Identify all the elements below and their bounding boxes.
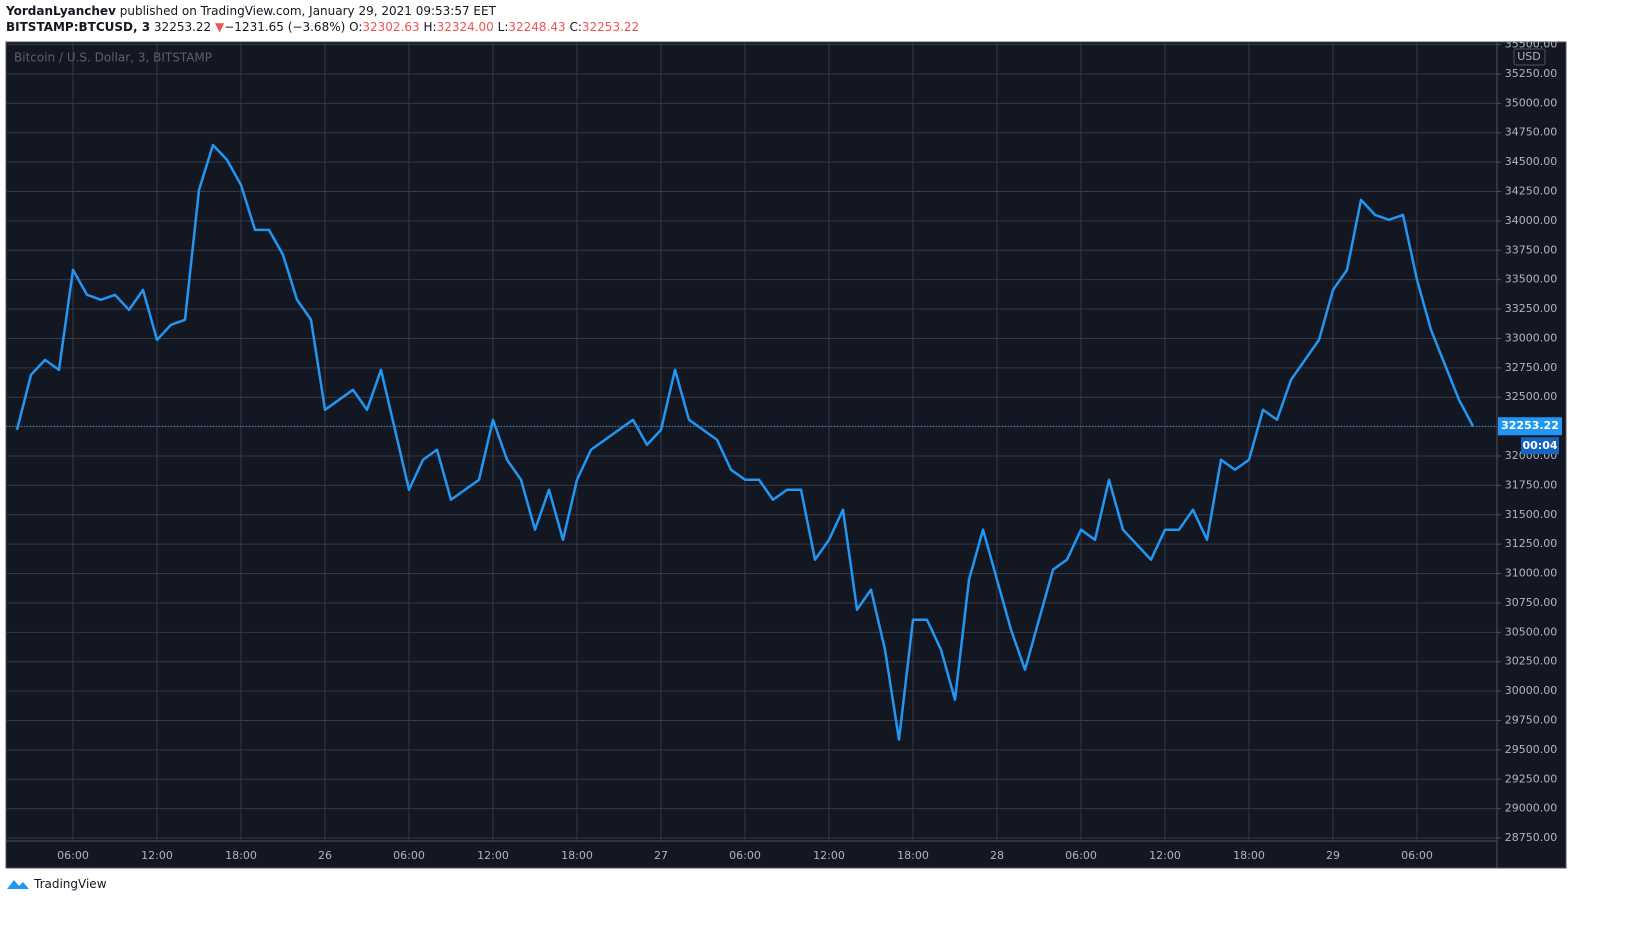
x-tick-label: 12:00 xyxy=(813,849,845,862)
high-label: H: xyxy=(423,20,437,34)
y-tick-label: 33500.00 xyxy=(1505,273,1558,286)
y-tick-label: 33250.00 xyxy=(1505,302,1558,315)
y-tick-label: 35000.00 xyxy=(1505,96,1558,109)
y-tick-label: 29250.00 xyxy=(1505,772,1558,785)
quote-line: BITSTAMP:BTCUSD, 3 32253.22 ▼−1231.65 (−… xyxy=(6,19,639,35)
publish-line: YordanLyanchev published on TradingView.… xyxy=(6,3,639,19)
high: 32324.00 xyxy=(436,20,494,34)
y-tick-label: 30000.00 xyxy=(1505,684,1558,697)
header: YordanLyanchev published on TradingView.… xyxy=(6,3,639,35)
x-tick-label: 29 xyxy=(1326,849,1340,862)
symbol: BITSTAMP:BTCUSD, 3 xyxy=(6,20,151,34)
x-tick-label: 18:00 xyxy=(1233,849,1265,862)
y-tick-label: 29750.00 xyxy=(1505,713,1558,726)
countdown-box xyxy=(1521,437,1559,455)
y-tick-label: 34000.00 xyxy=(1505,214,1558,227)
published: published on TradingView.com, January 29… xyxy=(119,4,496,18)
y-tick-label: 35500.00 xyxy=(1505,38,1558,51)
open: 32302.63 xyxy=(362,20,420,34)
x-tick-label: 06:00 xyxy=(729,849,761,862)
low-label: L: xyxy=(497,20,509,34)
currency: USD xyxy=(1517,50,1541,63)
x-tick-label: 18:00 xyxy=(225,849,257,862)
currency-box xyxy=(1513,48,1546,66)
low: 32248.43 xyxy=(508,20,566,34)
x-tick-label: 12:00 xyxy=(141,849,173,862)
x-tick-label: 18:00 xyxy=(561,849,593,862)
y-tick-label: 34250.00 xyxy=(1505,185,1558,198)
x-tick-label: 12:00 xyxy=(477,849,509,862)
y-tick-label: 34500.00 xyxy=(1505,155,1558,168)
x-tick-label: 28 xyxy=(990,849,1004,862)
arrow: ▼ xyxy=(215,20,225,34)
y-tick-label: 30500.00 xyxy=(1505,625,1558,638)
last: 32253.22 xyxy=(153,20,212,34)
y-tick-label: 31500.00 xyxy=(1505,508,1558,521)
y-tick-label: 29000.00 xyxy=(1505,802,1558,815)
last-price-tag xyxy=(1498,417,1562,436)
logo xyxy=(7,880,29,889)
x-tick-label: 12:00 xyxy=(1149,849,1181,862)
watermark: Bitcoin / U.S. Dollar, 3, BITSTAMP xyxy=(14,51,212,65)
open-label: O: xyxy=(349,20,363,34)
x-tick-label: 06:00 xyxy=(1401,849,1433,862)
y-tick-label: 35250.00 xyxy=(1505,67,1558,80)
x-tick-label: 18:00 xyxy=(897,849,929,862)
footer: TradingView xyxy=(6,877,107,891)
y-tick-label: 28750.00 xyxy=(1505,831,1558,844)
close: 32253.22 xyxy=(581,20,640,34)
x-tick-label: 06:00 xyxy=(393,849,425,862)
close-label: C: xyxy=(569,20,582,34)
chart-background xyxy=(5,41,1567,869)
y-tick-label: 30750.00 xyxy=(1505,596,1558,609)
last-price-label: 32253.22 xyxy=(1501,419,1559,432)
y-tick-label: 33750.00 xyxy=(1505,243,1558,256)
countdown: 00:04 xyxy=(1522,439,1557,452)
y-tick-label: 34750.00 xyxy=(1505,126,1558,139)
brand: TradingView xyxy=(34,877,107,891)
y-tick-label: 33000.00 xyxy=(1505,331,1558,344)
x-tick-label: 26 xyxy=(318,849,332,862)
price-line xyxy=(15,143,1475,741)
y-tick-label: 32500.00 xyxy=(1505,390,1558,403)
change: −1231.65 (−3.68%) xyxy=(224,20,346,34)
x-tick-label: 27 xyxy=(654,849,668,862)
y-tick-label: 30250.00 xyxy=(1505,655,1558,668)
y-tick-label: 32750.00 xyxy=(1505,361,1558,374)
author: YordanLyanchev xyxy=(6,4,116,18)
x-tick-label: 06:00 xyxy=(1065,849,1097,862)
x-tick-label: 06:00 xyxy=(57,849,89,862)
y-tick-label: 31250.00 xyxy=(1505,537,1558,550)
y-tick-label: 31000.00 xyxy=(1505,567,1558,580)
y-tick-label: 29500.00 xyxy=(1505,743,1558,756)
y-tick-label: 31750.00 xyxy=(1505,478,1558,491)
